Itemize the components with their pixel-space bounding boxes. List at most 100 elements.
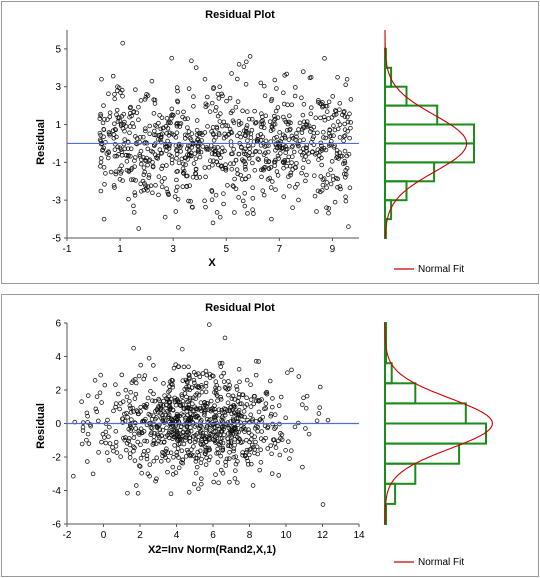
data-point	[166, 412, 172, 418]
data-point	[100, 431, 106, 437]
data-point	[253, 149, 258, 155]
data-point	[167, 388, 172, 393]
data-point	[193, 392, 198, 398]
data-point	[286, 137, 292, 142]
data-point	[218, 397, 224, 402]
data-point	[183, 437, 188, 443]
data-point	[334, 148, 340, 153]
data-point	[259, 119, 264, 124]
data-point	[219, 149, 225, 155]
data-point	[139, 189, 144, 194]
data-point	[105, 117, 110, 122]
data-point	[158, 411, 163, 416]
data-point	[311, 124, 317, 130]
data-point	[186, 428, 191, 434]
data-point	[96, 450, 101, 455]
data-point	[314, 150, 319, 156]
data-point	[208, 408, 214, 414]
data-point	[127, 111, 133, 116]
data-point	[128, 154, 133, 159]
data-point	[304, 393, 310, 399]
data-point	[160, 408, 166, 413]
data-point	[270, 404, 275, 410]
data-point	[231, 147, 236, 152]
data-point	[320, 103, 326, 109]
data-point	[142, 181, 147, 186]
data-point	[211, 479, 216, 485]
data-point	[232, 176, 237, 182]
data-point	[231, 120, 237, 125]
data-point	[173, 427, 178, 433]
data-point	[159, 433, 164, 438]
data-point	[180, 402, 185, 407]
data-point	[99, 76, 104, 82]
data-point	[108, 169, 114, 175]
y-axis-title: Residual	[35, 119, 47, 165]
data-point	[174, 450, 179, 455]
data-point	[230, 393, 236, 399]
data-point	[220, 93, 225, 99]
data-point	[103, 171, 108, 176]
data-point	[273, 445, 279, 450]
data-point	[135, 409, 140, 414]
data-point	[239, 144, 244, 150]
data-point	[277, 130, 282, 135]
data-point	[332, 199, 338, 205]
data-point	[233, 157, 239, 163]
data-point	[268, 128, 274, 133]
data-point	[282, 73, 287, 78]
data-point	[180, 170, 186, 176]
data-point	[112, 141, 118, 147]
data-point	[196, 453, 202, 458]
data-point	[167, 422, 173, 427]
data-point	[193, 65, 199, 70]
data-point	[153, 376, 158, 382]
data-point	[106, 91, 111, 97]
data-point	[171, 132, 177, 138]
data-point	[321, 114, 327, 120]
data-point	[193, 412, 198, 417]
data-point	[205, 407, 211, 413]
data-point	[141, 376, 146, 382]
data-point	[242, 203, 248, 209]
data-point	[267, 175, 272, 181]
data-point	[181, 441, 187, 447]
data-point	[167, 152, 172, 158]
data-point	[289, 367, 294, 373]
data-point	[179, 435, 184, 440]
data-point	[154, 476, 159, 482]
data-point	[232, 210, 237, 215]
y-tick-label: 4	[55, 352, 61, 363]
data-point	[324, 185, 329, 190]
data-point	[296, 197, 301, 203]
data-point	[244, 59, 249, 65]
data-point	[301, 151, 306, 156]
data-point	[193, 156, 199, 162]
data-point	[132, 164, 137, 169]
data-point	[289, 133, 295, 139]
data-point	[294, 131, 299, 136]
data-point	[345, 114, 350, 120]
data-point	[226, 132, 231, 137]
data-point	[252, 434, 257, 440]
data-point	[98, 159, 104, 165]
data-point	[221, 432, 227, 438]
data-point	[203, 384, 209, 389]
data-point	[232, 404, 238, 410]
data-point	[197, 175, 203, 180]
data-point	[160, 418, 166, 423]
data-point	[132, 190, 137, 195]
data-point	[344, 153, 350, 159]
data-point	[282, 158, 287, 163]
data-point	[138, 362, 143, 368]
data-point	[260, 134, 265, 140]
data-point	[249, 432, 254, 438]
data-point	[180, 399, 186, 404]
data-point	[251, 444, 256, 450]
data-point	[188, 199, 193, 204]
data-point	[297, 138, 303, 143]
data-point	[176, 441, 181, 447]
data-point	[193, 456, 199, 461]
data-point	[229, 396, 235, 401]
data-point	[111, 132, 117, 137]
